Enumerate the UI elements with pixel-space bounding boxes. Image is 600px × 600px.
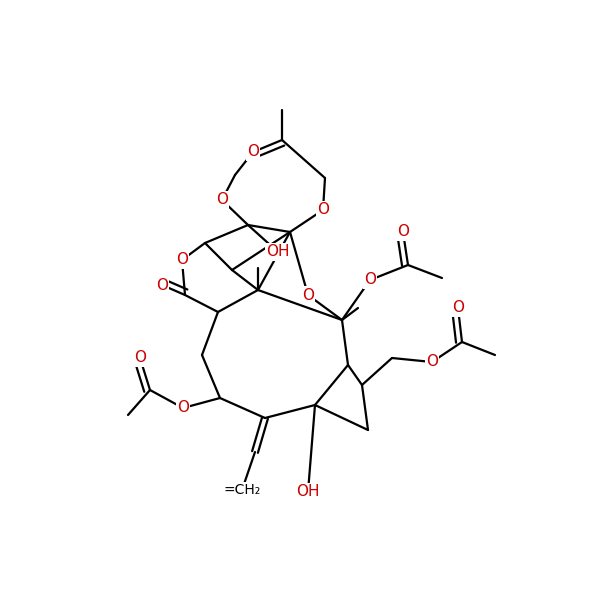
Text: OH: OH	[266, 245, 290, 259]
Text: O: O	[176, 253, 188, 268]
Text: O: O	[156, 277, 168, 292]
Text: O: O	[216, 193, 228, 208]
Text: O: O	[364, 272, 376, 287]
Text: O: O	[177, 401, 189, 415]
Text: O: O	[317, 202, 329, 217]
Text: O: O	[302, 287, 314, 302]
Text: O: O	[134, 350, 146, 365]
Text: =CH₂: =CH₂	[223, 483, 260, 497]
Text: O: O	[247, 145, 259, 160]
Text: OH: OH	[266, 245, 290, 259]
Text: O: O	[426, 355, 438, 370]
Text: OH: OH	[296, 485, 320, 499]
Text: O: O	[397, 224, 409, 239]
Text: O: O	[452, 301, 464, 316]
